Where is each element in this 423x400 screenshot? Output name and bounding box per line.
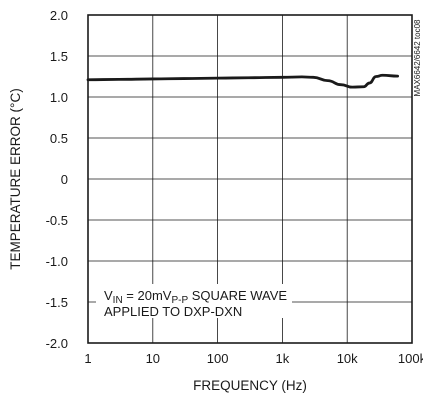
annotation-line-2: APPLIED TO DXP-DXN xyxy=(104,304,242,319)
annotation-sub-in: IN xyxy=(113,295,123,306)
y-tick-label: 2.0 xyxy=(50,8,68,23)
y-tick-label: -2.0 xyxy=(46,336,68,351)
series-line xyxy=(86,73,400,89)
y-tick-labels: 2.0 1.5 1.0 0.5 0 -0.5 -1.0 -1.5 -2.0 xyxy=(46,8,68,351)
y-tick-label: -0.5 xyxy=(46,213,68,228)
y-tick-label: 0.5 xyxy=(50,131,68,146)
x-tick-label: 1k xyxy=(276,351,290,366)
annotation-square-wave: SQUARE WAVE xyxy=(188,288,287,303)
x-tick-labels: 1 10 100 1k 10k 100k xyxy=(84,351,423,366)
y-tick-label: 1.0 xyxy=(50,90,68,105)
x-tick-label: 10k xyxy=(337,351,358,366)
x-axis-title: FREQUENCY (Hz) xyxy=(193,378,307,393)
series-group xyxy=(86,73,400,89)
figure-code: MAX6642/6642 toc08 xyxy=(413,19,422,96)
annotation-sub-pp: P-P xyxy=(171,295,188,306)
y-tick-label: 0 xyxy=(61,172,68,187)
x-tick-label: 10 xyxy=(146,351,160,366)
annotation-background xyxy=(96,284,292,318)
y-tick-label: -1.5 xyxy=(46,295,68,310)
x-tick-label: 100k xyxy=(398,351,423,366)
plot-frame xyxy=(87,14,413,344)
annotation-v: V xyxy=(104,288,113,303)
x-tick-label: 100 xyxy=(207,351,229,366)
y-axis-title: TEMPERATURE ERROR (°C) xyxy=(8,88,23,269)
annotation-line-1: VIN = 20mVP-P SQUARE WAVE xyxy=(104,288,287,306)
y-tick-label: 1.5 xyxy=(50,49,68,64)
x-tick-label: 1 xyxy=(84,351,91,366)
annotation-value: = 20mV xyxy=(123,288,172,303)
y-tick-label: -1.0 xyxy=(46,254,68,269)
